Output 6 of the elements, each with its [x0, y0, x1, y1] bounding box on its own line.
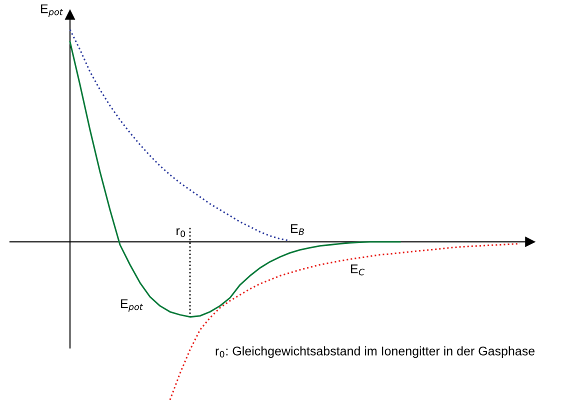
- series-label: E$_{C}$: [351, 264, 365, 276]
- annotation: r$_{0}$: [176, 228, 186, 238]
- annotation: r$_{0}$: Gleichgewichtsabstand im Ionengitter in der Gasphase: [216, 346, 535, 358]
- y-axis-title: E$_{pot}$: [41, 4, 64, 17]
- series-label: E$_{B}$: [291, 224, 304, 235]
- series-label: E$_{pot}$: [121, 299, 144, 312]
